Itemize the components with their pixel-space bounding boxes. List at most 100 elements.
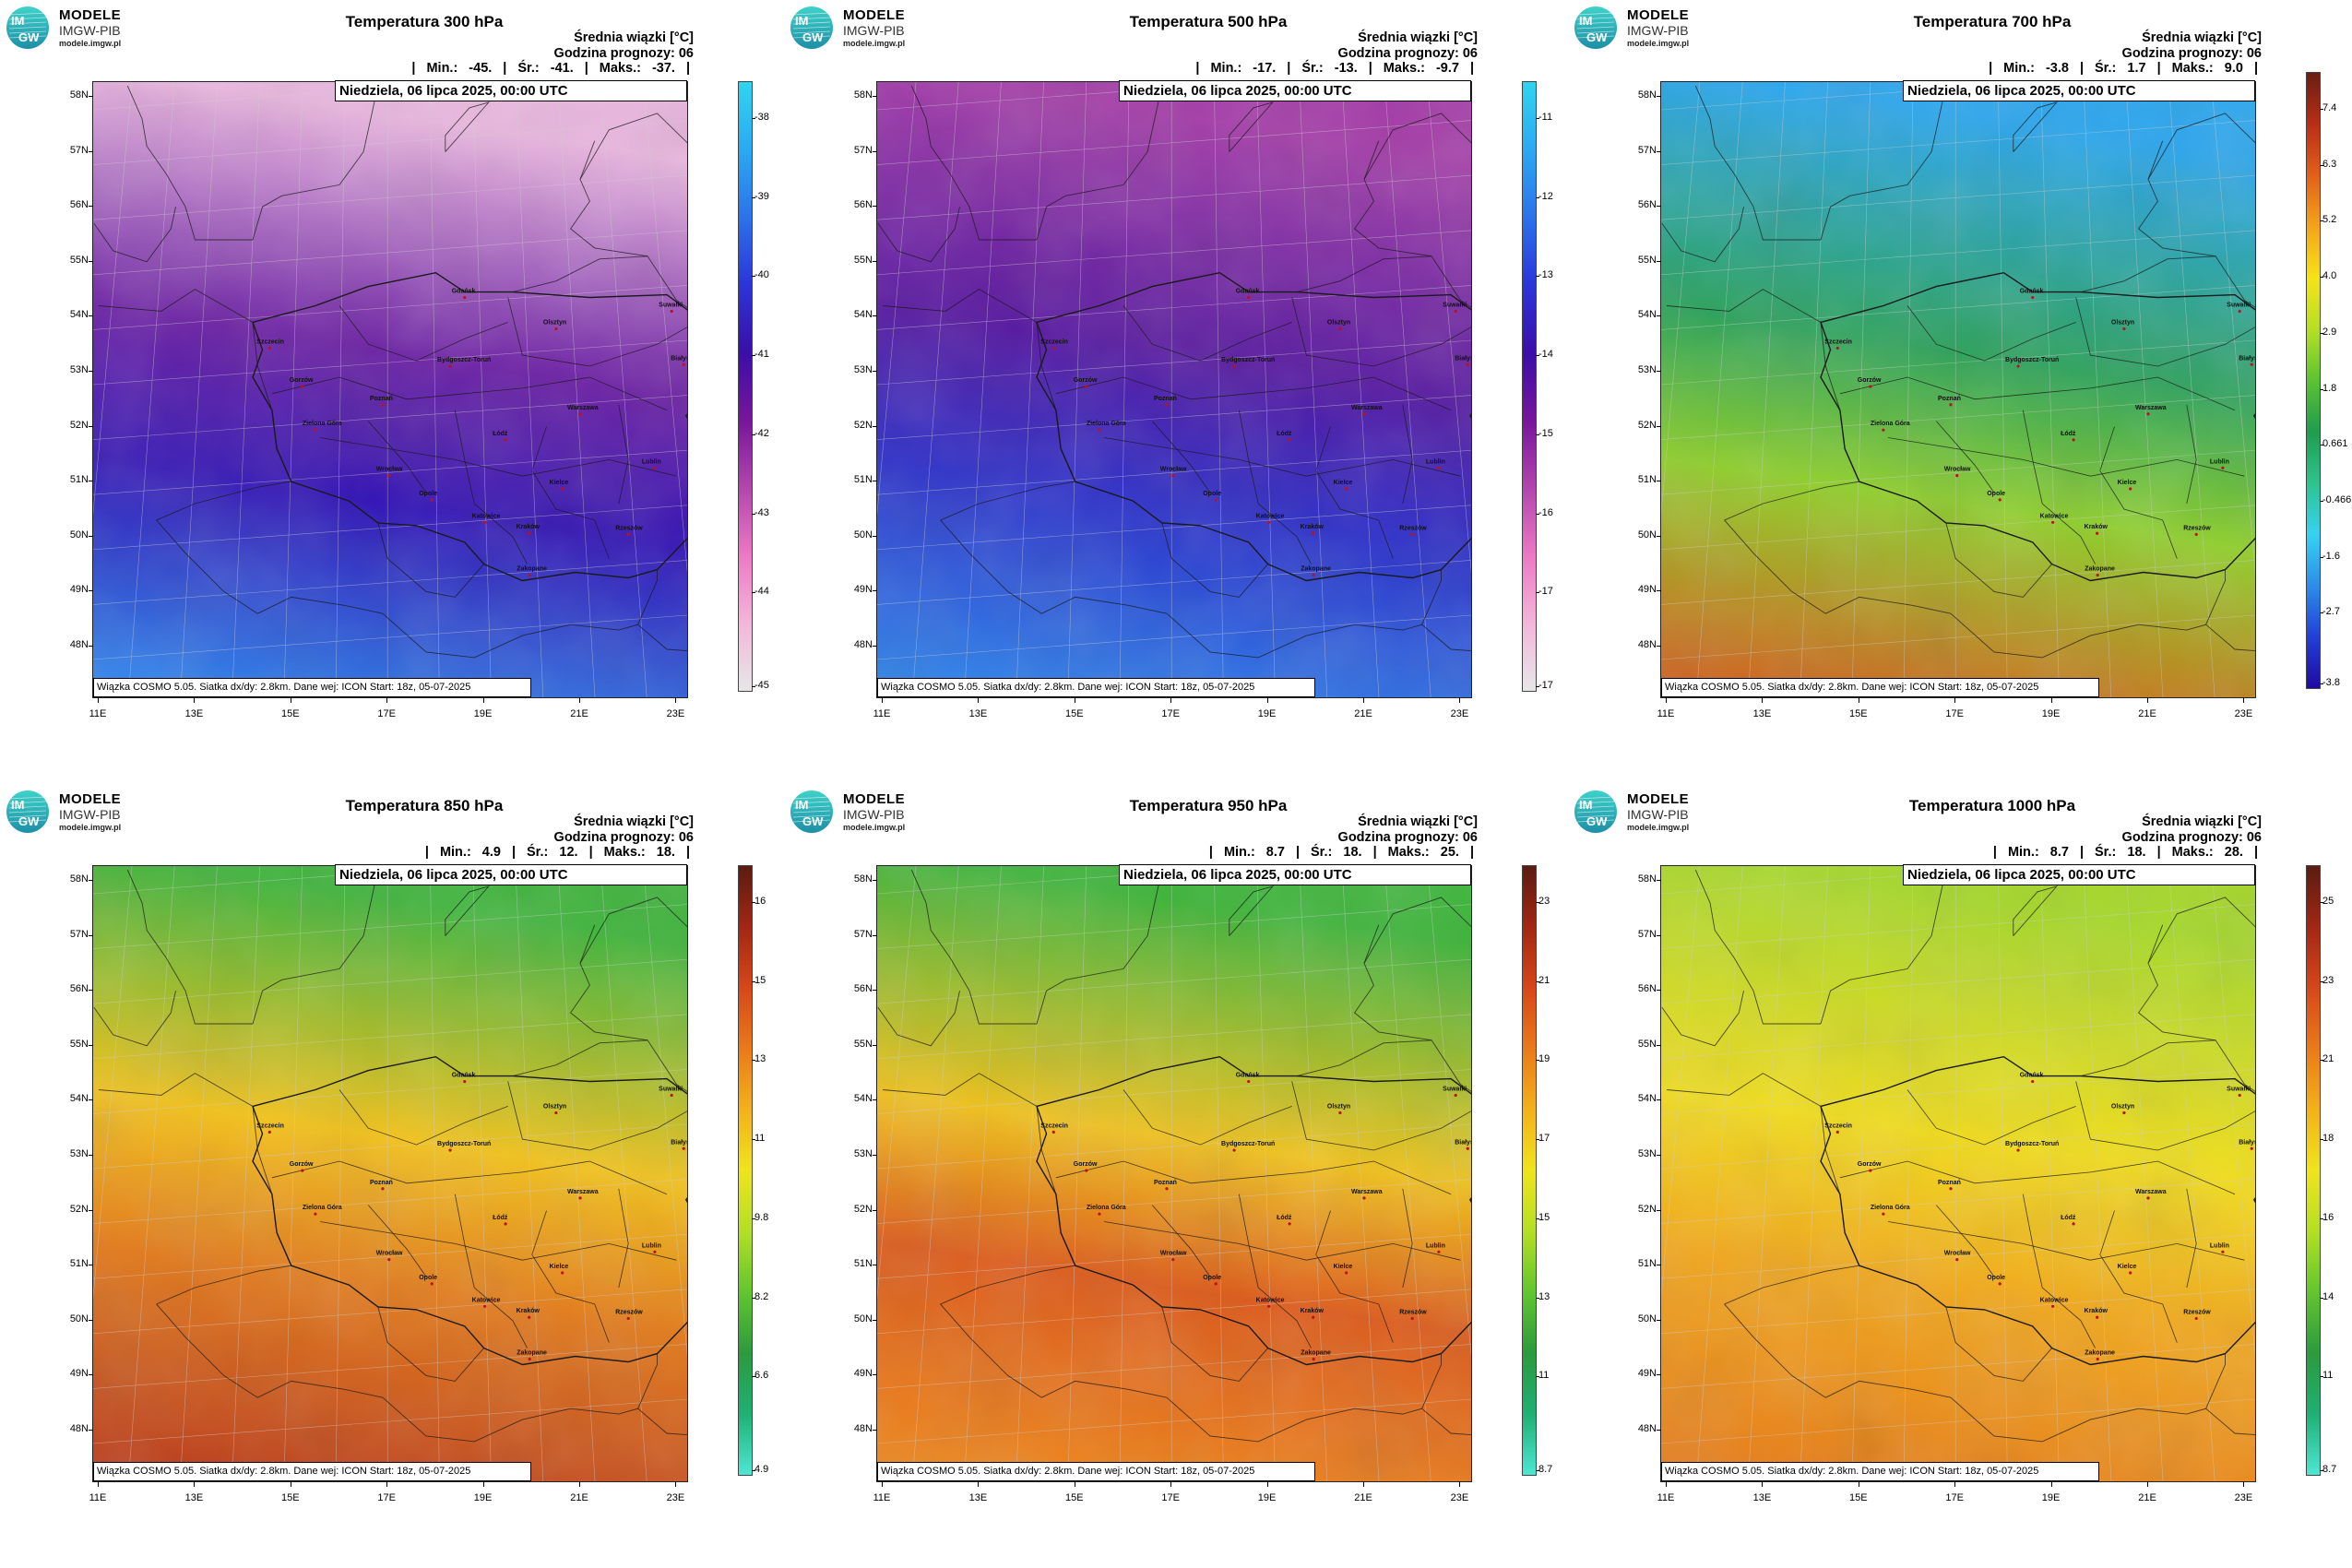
stat-value: 18.: [1343, 845, 1362, 860]
country-border: [93, 207, 176, 263]
latitude-tick: [1657, 206, 1661, 208]
region-border: [1238, 410, 1312, 564]
svg-text:IM: IM: [11, 14, 24, 28]
colorbar-label: -40: [754, 269, 769, 281]
city-label: Białystok: [671, 355, 687, 362]
city-marker: [1949, 1187, 1953, 1191]
longitude-tick: [978, 1481, 980, 1487]
city-label: Olsztyn: [2111, 1104, 2134, 1111]
colorbar-label: 13: [1538, 1290, 1550, 1302]
colorbar-label: -45: [754, 680, 769, 691]
colorbar-tick: [1536, 1376, 1539, 1378]
region-border: [271, 376, 668, 411]
latitude-label: 57N: [69, 144, 89, 156]
colorbar-label: 4.0: [2322, 270, 2337, 282]
latitude-label: 53N: [853, 364, 873, 375]
city-label: Poznań: [1938, 1180, 1961, 1186]
latitude-tick: [1657, 425, 1661, 427]
city-marker: [1882, 1212, 1885, 1216]
city-label: Poznań: [1154, 396, 1177, 402]
city-label: Szczecin: [1824, 339, 1852, 345]
country-border: [569, 140, 687, 308]
city-marker: [2122, 1111, 2126, 1115]
city-marker: [682, 1146, 685, 1150]
city-marker: [2194, 532, 2198, 537]
city-marker: [2096, 531, 2099, 535]
latitude-label: 50N: [853, 529, 873, 540]
city-label: Łódź: [2061, 1215, 2076, 1221]
country-border: [252, 1106, 292, 1266]
city-label: Suwałki: [1443, 302, 1467, 308]
latitude-tick: [89, 1099, 93, 1101]
colorbar-tick: [2320, 683, 2323, 684]
longitude-tick: [1363, 697, 1364, 703]
imgw-logo: IM GW MODELE IMGW-PIB modele.imgw.pl: [1574, 790, 1758, 836]
colorbar-label: -42: [754, 427, 769, 439]
city-marker: [528, 1315, 531, 1319]
valid-date: Niedziela, 06 lipca 2025, 00:00 UTC: [1119, 864, 1471, 885]
map-panel: IM GW MODELE IMGW-PIB modele.imgw.pl Temperat…: [1568, 784, 2352, 1568]
imgw-logo-icon: IM GW: [790, 790, 833, 833]
logo-org: IMGW-PIB: [1627, 23, 1689, 38]
stat-value: 12.: [559, 845, 578, 860]
colorbar-tick: [2320, 1470, 2323, 1471]
country-border: [637, 624, 687, 652]
city-marker: [653, 1250, 657, 1253]
colorbar-label: 17: [1538, 1133, 1550, 1145]
latitude-tick: [1657, 1319, 1661, 1321]
city-label: Olsztyn: [1327, 1104, 1350, 1111]
latitude-label: 56N: [69, 983, 89, 995]
colorbar-label: -0.466: [2322, 493, 2352, 505]
latitude-label: 56N: [853, 199, 873, 211]
region-border: [507, 297, 687, 367]
colorbar-tick: [1536, 1218, 1539, 1219]
country-border: [98, 289, 254, 323]
stats-separator: |: [511, 845, 517, 860]
latitude-tick: [1657, 1155, 1661, 1156]
longitude-label: 13E: [968, 708, 988, 719]
latitude-tick: [1657, 535, 1661, 537]
country-border: [1666, 289, 1822, 323]
country-border: [2013, 101, 2059, 152]
longitude-tick: [2243, 1481, 2245, 1487]
country-border: [377, 522, 484, 598]
country-border: [1229, 885, 1275, 936]
region-border: [2022, 1194, 2096, 1348]
city-marker: [1345, 1271, 1348, 1275]
colorbar-label: -44: [754, 586, 769, 598]
longitude-label: 15E: [281, 708, 300, 719]
stat-value: -13.: [1334, 61, 1358, 76]
city-label: Kielce: [2118, 480, 2137, 486]
city-label: Łódź: [493, 1215, 508, 1221]
latitude-label: 58N: [69, 89, 89, 101]
colorbar-label: -39: [754, 190, 769, 202]
latitude-tick: [873, 1209, 877, 1211]
region-border: [2022, 410, 2096, 564]
longitude-tick: [675, 697, 677, 703]
region-border: [2075, 1081, 2255, 1151]
panel-title: Temperatura 500 hPa: [1129, 13, 1288, 30]
stat-label: Śr.:: [2095, 61, 2117, 76]
latitude-label: 54N: [69, 309, 89, 321]
imgw-logo-icon: IM GW: [1574, 790, 1617, 833]
borders: [93, 85, 687, 659]
longitude-label: 11E: [89, 1492, 107, 1503]
colorbar-tick: [2320, 388, 2323, 390]
longitude-label: 21E: [570, 1492, 588, 1503]
city-marker: [1098, 1212, 1101, 1216]
logo-brand: MODELE: [59, 7, 122, 23]
longitude-label: 13E: [184, 1492, 204, 1503]
latitude-tick: [873, 646, 877, 647]
country-border: [1353, 924, 1471, 1092]
forecast-hour-label: Godzina prognozy: 06: [2121, 46, 2262, 61]
region-border: [1935, 421, 1995, 493]
city-marker: [1171, 1258, 1175, 1262]
latitude-label: 50N: [1637, 529, 1657, 540]
city-label: Kielce: [1334, 1264, 1353, 1270]
svg-text:GW: GW: [18, 814, 40, 828]
country-border: [156, 1303, 384, 1398]
imgw-logo-icon: IM GW: [6, 6, 49, 49]
latitude-label: 51N: [1637, 474, 1657, 486]
city-label: Zakopane: [517, 566, 547, 573]
city-marker: [1288, 1222, 1291, 1226]
